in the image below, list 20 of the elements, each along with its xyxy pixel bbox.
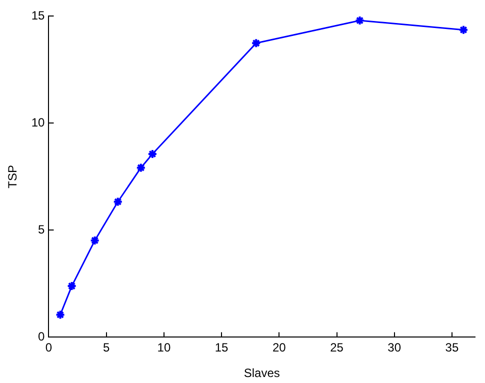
x-tick-label: 35 — [445, 340, 459, 355]
point — [147, 149, 158, 160]
x-tick-label: 10 — [157, 340, 171, 355]
x-tick-label: 25 — [330, 340, 344, 355]
point — [251, 38, 262, 48]
point — [136, 162, 146, 173]
point — [112, 196, 123, 207]
x-axis-title: Slaves — [244, 366, 280, 380]
x-tick-label: 20 — [272, 340, 286, 355]
y-tick-label: 0 — [38, 330, 46, 344]
y-tick-label: 10 — [31, 116, 46, 130]
y-tick-label: 15 — [31, 8, 46, 23]
point — [66, 281, 77, 292]
x-tick-label: 30 — [388, 340, 402, 355]
x-tick-label: 15 — [214, 340, 229, 355]
point — [354, 16, 365, 26]
x-tick-label: 5 — [103, 340, 110, 355]
point — [90, 235, 100, 246]
y-tick-label: 5 — [38, 222, 46, 237]
y-axis-title: TSP — [6, 165, 20, 188]
